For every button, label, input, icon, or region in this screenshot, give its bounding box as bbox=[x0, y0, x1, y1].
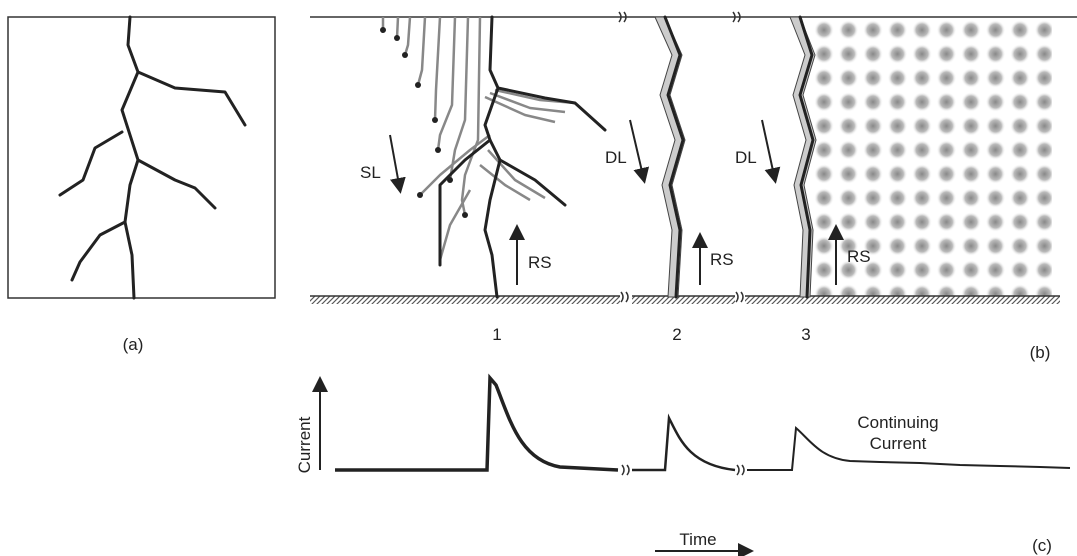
break-marks bbox=[618, 11, 744, 303]
return-label: RS bbox=[710, 250, 734, 269]
line-art bbox=[735, 291, 744, 303]
arrow bbox=[761, 119, 781, 184]
line-art bbox=[618, 11, 627, 23]
line-art bbox=[380, 27, 386, 33]
line-art bbox=[381, 16, 482, 216]
stepped-leader bbox=[380, 15, 607, 299]
ground bbox=[745, 296, 1060, 304]
leader-label: DL bbox=[735, 148, 757, 167]
line-art bbox=[394, 35, 400, 41]
continuing-glow bbox=[812, 18, 1052, 297]
line-art bbox=[417, 192, 423, 198]
stroke-number: 1 bbox=[492, 325, 501, 344]
break-marks bbox=[621, 464, 745, 476]
panel-b: SL DL DL RS RS RS 1 2 3 (b) bbox=[310, 11, 1077, 362]
line-art bbox=[402, 52, 408, 58]
ground bbox=[310, 296, 620, 304]
channel bbox=[483, 138, 502, 299]
label: (b) bbox=[1030, 343, 1051, 362]
return-label: RS bbox=[847, 247, 871, 266]
current-trace bbox=[335, 373, 619, 472]
leader-label: DL bbox=[605, 148, 627, 167]
x-axis-label: Time bbox=[679, 530, 716, 549]
current-trace bbox=[747, 425, 1071, 471]
panel-c: Current Continuing Current Time (c) bbox=[295, 373, 1071, 556]
ground bbox=[632, 296, 735, 304]
line-art bbox=[435, 147, 441, 153]
arrow bbox=[389, 134, 406, 194]
channel bbox=[654, 16, 686, 298]
label: (c) bbox=[1032, 536, 1052, 555]
branch bbox=[136, 158, 217, 210]
line-art bbox=[462, 212, 468, 218]
annotation: Continuing bbox=[857, 413, 938, 432]
branch bbox=[498, 158, 567, 207]
branch bbox=[70, 220, 127, 282]
line-art bbox=[419, 134, 546, 261]
line-art bbox=[736, 464, 745, 476]
y-axis-label: Current bbox=[295, 416, 314, 473]
channel bbox=[488, 15, 607, 132]
line-art bbox=[415, 82, 421, 88]
label: (a) bbox=[123, 335, 144, 354]
channel bbox=[798, 15, 815, 299]
branch bbox=[58, 130, 124, 197]
leader-label: SL bbox=[360, 163, 381, 182]
frame bbox=[7, 16, 276, 299]
stroke-number: 2 bbox=[672, 325, 681, 344]
annotation: Current bbox=[870, 434, 927, 453]
return-label: RS bbox=[528, 253, 552, 272]
channel bbox=[663, 15, 685, 299]
line-art bbox=[732, 11, 741, 23]
arrow bbox=[629, 119, 650, 184]
line-art bbox=[432, 117, 438, 123]
channel bbox=[120, 15, 140, 300]
current-trace bbox=[632, 413, 736, 472]
panel-a: (a) bbox=[7, 15, 276, 354]
line-art bbox=[620, 291, 629, 303]
branch bbox=[136, 70, 247, 127]
line-art bbox=[621, 464, 630, 476]
channel bbox=[438, 86, 500, 267]
stroke-number: 3 bbox=[801, 325, 810, 344]
